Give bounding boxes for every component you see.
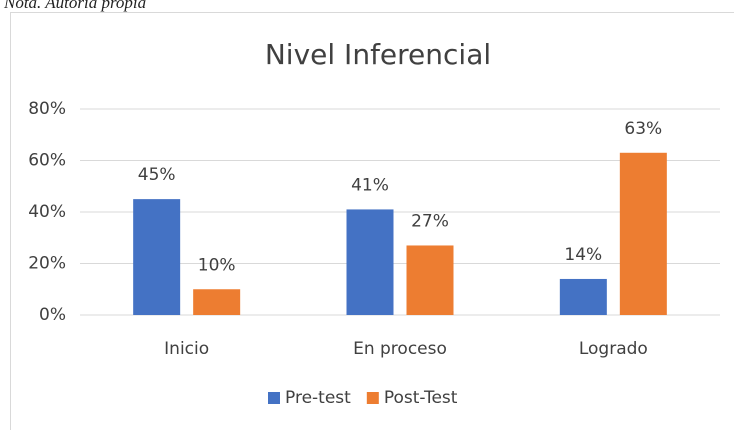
x-tick-label: Inicio <box>164 339 209 359</box>
y-tick-label: 80% <box>28 99 66 119</box>
bar <box>133 199 181 315</box>
bar <box>193 289 241 315</box>
bar <box>559 278 607 315</box>
y-tick-label: 20% <box>28 254 66 274</box>
bar <box>619 152 667 315</box>
y-tick-label: 60% <box>28 151 66 171</box>
y-tick-label: 0% <box>39 305 66 325</box>
value-label: 63% <box>624 119 662 139</box>
value-label: 27% <box>411 211 449 231</box>
note: Nota. Autoría propia <box>3 0 146 12</box>
bar <box>346 209 394 315</box>
value-label: 41% <box>351 175 389 195</box>
legend-label: Pre-test <box>285 388 351 408</box>
value-label: 10% <box>198 255 236 275</box>
chart-title: Nivel Inferencial <box>265 38 491 71</box>
y-tick-label: 40% <box>28 202 66 222</box>
value-label: 14% <box>564 245 602 265</box>
value-label: 45% <box>138 165 176 185</box>
legend-swatch <box>268 392 280 404</box>
x-tick-label: En proceso <box>353 339 447 359</box>
legend-swatch <box>366 392 379 404</box>
bar <box>406 245 454 315</box>
x-tick-label: Logrado <box>579 339 648 359</box>
legend-label: Post-Test <box>384 388 458 408</box>
